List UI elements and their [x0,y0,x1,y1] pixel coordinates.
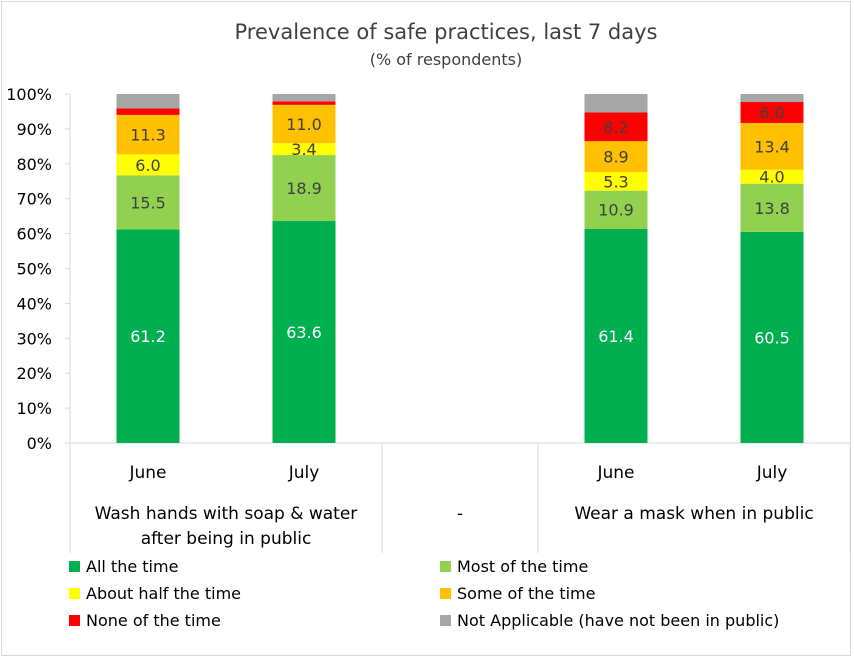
bar-segment [272,94,336,102]
bar-segment [584,190,648,229]
y-tick-label: 0% [27,434,52,453]
bar-segment [272,143,336,156]
legend-label: Not Applicable (have not been in public) [457,611,779,630]
data-label: 13.8 [754,199,790,218]
chart-subtitle: (% of respondents) [370,50,523,69]
legend-swatch [440,615,451,626]
legend-swatch [440,561,451,572]
bar-segment [272,101,336,105]
bar-segment [584,112,648,142]
data-label: 11.3 [130,126,166,145]
data-label: 13.4 [754,137,790,156]
x-group-label: - [457,504,463,524]
data-label: 5.3 [603,172,628,191]
bar-segment [740,102,804,123]
data-label: 6.0 [135,156,160,175]
bar-segment [740,231,804,443]
data-label: 63.6 [286,323,322,342]
legend-swatch [69,615,80,626]
y-tick-label: 20% [16,364,52,383]
bar-segment [272,104,336,144]
x-tick-label: July [288,463,320,483]
y-tick-label: 30% [16,329,52,348]
y-tick-label: 100% [6,85,52,104]
bar-segment [272,155,336,222]
x-group-label: after being in public [141,529,312,549]
x-tick-label: June [128,463,166,483]
x-group-label: Wear a mask when in public [574,504,813,524]
data-label: 60.5 [754,328,790,347]
data-label: 8.2 [603,118,628,137]
y-tick-label: 40% [16,294,52,313]
data-label: 10.9 [598,201,634,220]
bar-segment [116,108,180,115]
bars: 61.2 15.5 6.0 11.3 63.6 18.9 3.4 11.0 61.4 10.9 5.… [116,94,804,443]
data-label: 61.2 [130,327,166,346]
y-tick-label: 70% [16,190,52,209]
bar-segment [272,221,336,443]
bar-segment [740,122,804,170]
y-tick-label: 60% [16,225,52,244]
bar-segment [584,172,648,191]
x-group-label: Wash hands with soap & water [95,504,358,524]
y-tick-label: 90% [16,120,52,139]
x-tick-label: July [756,463,788,483]
bar-segment [116,229,180,443]
data-label: 18.9 [286,179,322,198]
data-label: 15.5 [130,193,166,212]
y-tick-label: 50% [16,260,52,279]
legend-label: About half the time [86,584,241,603]
legend-label: All the time [86,557,178,576]
legend-swatch [440,588,451,599]
data-label: 61.4 [598,327,634,346]
data-label: 4.0 [759,168,784,187]
legend-swatch [69,588,80,599]
bar-segment [116,114,180,155]
bar-segment [740,169,804,184]
bar-segment [584,94,648,113]
axes: 0% 10% 20% 30% 40% 50% 60% 70% 80% 90% 100% [6,85,850,453]
bar-segment [584,141,648,173]
legend-label: Most of the time [457,557,588,576]
bar-segment [740,94,804,103]
bar-segment [116,175,180,230]
data-label: 6.0 [759,103,784,122]
chart-title: Prevalence of safe practices, last 7 day… [235,20,658,44]
bar-segment [740,183,804,232]
x-axis: June July Wash hands with soap & water afte… [69,443,851,553]
legend-label: None of the time [86,611,221,630]
bar-segment [584,228,648,443]
bar-segment [116,94,180,109]
y-tick-label: 10% [16,399,52,418]
legend: All the time Most of the time About half t… [69,557,779,630]
y-tick-label: 80% [16,155,52,174]
data-label: 8.9 [603,148,628,167]
legend-label: Some of the time [457,584,595,603]
legend-swatch [69,561,80,572]
x-tick-label: June [596,463,634,483]
bar-segment [116,154,180,176]
data-label: 3.4 [291,140,316,159]
data-label: 11.0 [286,115,322,134]
